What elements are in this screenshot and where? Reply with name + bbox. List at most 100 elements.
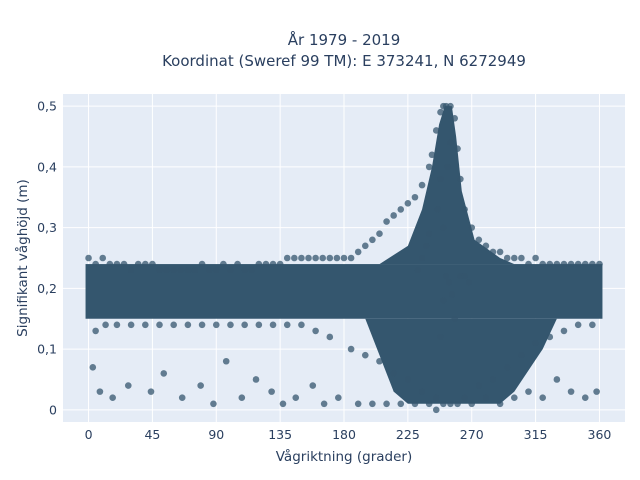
data-point xyxy=(440,224,447,231)
data-point xyxy=(440,297,447,304)
data-point xyxy=(238,394,246,402)
data-point xyxy=(532,254,539,262)
data-point xyxy=(383,400,390,408)
data-point xyxy=(347,345,355,353)
data-point xyxy=(163,266,170,274)
data-point xyxy=(283,321,291,329)
data-point xyxy=(292,394,300,402)
data-point xyxy=(106,260,114,268)
data-point xyxy=(134,260,142,268)
data-point xyxy=(574,321,582,329)
x-tick-label: 45 xyxy=(144,427,160,442)
data-point xyxy=(184,321,192,329)
data-point xyxy=(437,175,444,183)
y-tick-label: 0 xyxy=(49,402,57,417)
y-tick-label: 0,5 xyxy=(37,99,57,114)
data-point xyxy=(425,230,433,238)
data-point xyxy=(178,394,186,402)
data-point xyxy=(335,394,342,402)
data-point xyxy=(305,254,312,262)
data-point xyxy=(99,254,107,262)
data-point xyxy=(461,272,468,280)
data-point xyxy=(451,315,458,323)
chart-title-line-2: Koordinat (Sweref 99 TM): E 373241, N 62… xyxy=(162,52,526,70)
data-point xyxy=(411,400,419,408)
data-point xyxy=(560,327,568,335)
data-point xyxy=(448,291,456,298)
data-point xyxy=(241,266,248,274)
data-point xyxy=(298,254,305,262)
data-point xyxy=(434,206,441,213)
data-point xyxy=(437,108,444,116)
data-point xyxy=(525,388,532,395)
data-point xyxy=(454,400,461,408)
dense-lower-wedge xyxy=(365,318,557,404)
data-point xyxy=(404,200,412,207)
data-point xyxy=(432,406,440,414)
data-point xyxy=(347,254,355,262)
data-point xyxy=(220,260,227,268)
data-point xyxy=(248,266,256,274)
data-point xyxy=(475,382,483,389)
data-point xyxy=(149,260,156,268)
x-tick-label: 360 xyxy=(588,427,612,442)
data-point xyxy=(397,206,405,213)
data-point xyxy=(553,376,561,383)
data-point xyxy=(425,163,433,171)
data-point xyxy=(177,266,185,274)
data-point xyxy=(574,260,582,268)
data-point xyxy=(210,400,217,408)
y-tick-label: 0,2 xyxy=(37,281,57,296)
data-point xyxy=(127,321,135,329)
data-point xyxy=(418,388,426,395)
data-point xyxy=(361,242,369,250)
data-point xyxy=(596,260,603,268)
chart-title-line-1: År 1979 - 2019 xyxy=(288,30,401,49)
data-point xyxy=(589,321,596,329)
data-point xyxy=(432,127,440,134)
data-point xyxy=(320,400,328,408)
data-point xyxy=(376,357,383,365)
data-point xyxy=(489,248,497,256)
data-point xyxy=(156,266,163,274)
data-point xyxy=(390,370,397,377)
data-point xyxy=(170,266,177,274)
data-point xyxy=(227,321,234,329)
data-point xyxy=(326,333,334,341)
data-point xyxy=(241,321,248,329)
x-tick-label: 90 xyxy=(208,427,224,442)
data-point xyxy=(92,327,99,335)
data-point xyxy=(369,400,376,408)
data-point xyxy=(451,114,458,122)
data-point xyxy=(503,254,511,262)
data-point xyxy=(198,321,206,329)
data-point xyxy=(234,260,241,268)
data-point xyxy=(445,278,453,286)
data-point xyxy=(440,400,447,408)
data-point xyxy=(361,351,369,359)
data-point xyxy=(309,382,317,389)
data-point xyxy=(567,260,575,268)
data-point xyxy=(92,260,99,268)
data-point xyxy=(414,266,422,274)
y-tick-label: 0,1 xyxy=(37,342,57,357)
y-axis-title: Signifikant våghöjd (m) xyxy=(14,179,31,337)
data-point xyxy=(432,394,440,402)
data-point xyxy=(475,236,483,244)
data-point xyxy=(156,321,163,329)
data-point xyxy=(423,242,430,250)
data-point xyxy=(102,321,109,329)
data-point xyxy=(468,400,476,408)
data-point xyxy=(383,218,390,225)
data-point xyxy=(546,260,554,268)
x-axis-title: Vågriktning (grader) xyxy=(276,448,413,465)
data-point xyxy=(457,175,464,183)
data-point xyxy=(496,400,504,408)
data-point xyxy=(252,376,260,383)
data-point xyxy=(184,266,192,274)
y-tick-labels: 0 0,1 0,2 0,3 0,4 0,5 xyxy=(37,99,57,418)
data-point xyxy=(425,400,433,408)
data-point xyxy=(454,145,461,152)
data-point xyxy=(496,248,504,256)
